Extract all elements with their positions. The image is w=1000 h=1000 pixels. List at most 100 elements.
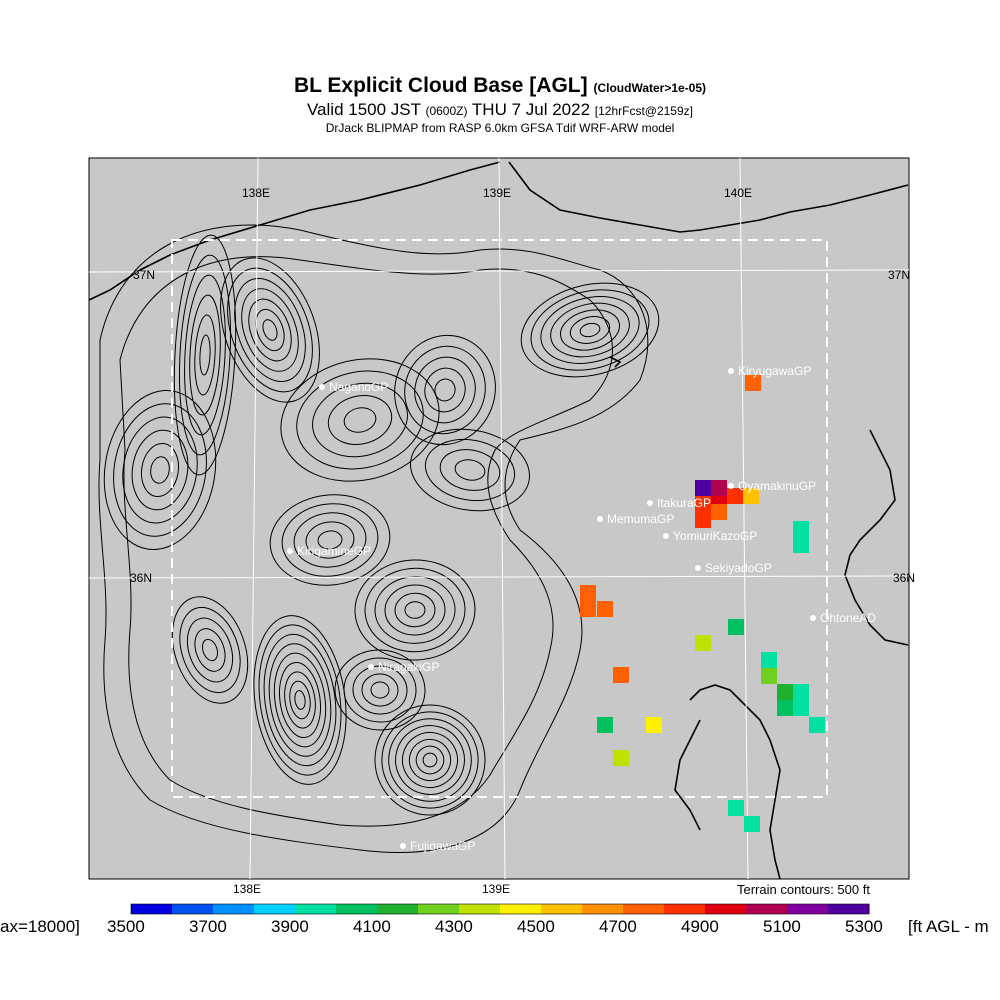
axis-labels: 138E 139E 140E 138E 139E 37N 36N 37N 36N bbox=[130, 186, 915, 896]
contour-ring bbox=[273, 652, 327, 748]
grid-lon-139 bbox=[498, 157, 506, 880]
contour-ring bbox=[262, 319, 278, 341]
contour-ring bbox=[150, 456, 170, 484]
site-label: NiragakiGP bbox=[378, 660, 439, 674]
site-marker: OyamakinuGP bbox=[728, 479, 816, 493]
coast-nw bbox=[88, 161, 501, 301]
contour-ring bbox=[439, 449, 501, 491]
lon-bottom-139: 139E bbox=[482, 882, 510, 896]
colorbar-swatch bbox=[541, 904, 583, 914]
contour-ring bbox=[173, 234, 237, 476]
colorbar-right-label: [ft AGL - m bbox=[908, 917, 989, 936]
contour-ring bbox=[194, 314, 216, 396]
colorbar-swatch bbox=[828, 904, 870, 914]
contour-ring bbox=[248, 298, 292, 362]
cloud-base-cell bbox=[613, 667, 629, 683]
colorbar-swatch bbox=[582, 904, 624, 914]
site-label: KirigaminеGP bbox=[297, 544, 371, 558]
contour-ring bbox=[227, 267, 313, 393]
inner-domain-box bbox=[171, 239, 828, 798]
contour-ring bbox=[279, 661, 321, 739]
colorbar bbox=[130, 903, 870, 915]
site-marker: SekiyadoGP bbox=[695, 561, 772, 575]
site-marker: YomiuriKazoGP bbox=[663, 529, 757, 543]
contour-ring bbox=[408, 738, 452, 782]
lat-left-37: 37N bbox=[133, 268, 155, 282]
contour-ring bbox=[241, 288, 299, 372]
contour-ring bbox=[343, 657, 417, 723]
contour-ring bbox=[178, 254, 232, 456]
contour-ring bbox=[186, 617, 234, 683]
valid-line: Valid 1500 JST (0600Z) THU 7 Jul 2022 [1… bbox=[0, 100, 1000, 121]
cloud-base-cell bbox=[727, 488, 743, 504]
site-label: OyamakinuGP bbox=[738, 479, 816, 493]
colorbar-left-label: ax=18000] bbox=[0, 917, 80, 936]
cloud-base-cell bbox=[777, 684, 793, 700]
site-label: ItakuraGP bbox=[657, 496, 711, 510]
valid-date: THU 7 Jul 2022 bbox=[471, 100, 591, 119]
coast-east bbox=[844, 429, 909, 646]
contour-ring bbox=[569, 316, 611, 344]
cloud-base-cell bbox=[743, 488, 759, 504]
contour-ring bbox=[131, 429, 189, 511]
contour-ring bbox=[284, 671, 316, 729]
contour-ring bbox=[281, 503, 379, 577]
map-title: BL Explicit Cloud Base [AGL] (CloudWater… bbox=[0, 74, 1000, 100]
contour-ring bbox=[268, 643, 332, 757]
grid-lat-37 bbox=[88, 269, 910, 273]
colorbar-swatch bbox=[377, 904, 419, 914]
site-marker: FujigawaGP bbox=[400, 839, 475, 853]
cloud-base-cell bbox=[613, 750, 629, 766]
contour-ring bbox=[258, 624, 342, 776]
contour-ring bbox=[201, 638, 219, 662]
contour-ring bbox=[269, 494, 391, 586]
colorbar-swatch bbox=[295, 904, 337, 914]
colorbar-tick-label: 4500 bbox=[517, 917, 555, 936]
colorbar-swatch bbox=[664, 904, 706, 914]
site-label: MemumaGP bbox=[607, 512, 674, 526]
site-dot bbox=[319, 384, 325, 390]
cloud-base-cell bbox=[793, 521, 809, 537]
contour-ring bbox=[388, 718, 472, 802]
coast-bay-inner bbox=[674, 719, 701, 831]
contour-ring bbox=[422, 752, 438, 768]
contour-ring bbox=[540, 296, 640, 364]
cloud-base-cell bbox=[597, 717, 613, 733]
colorbar-swatch bbox=[254, 904, 296, 914]
cloud-base-cell bbox=[809, 717, 825, 733]
cloud-base-cell bbox=[728, 800, 744, 816]
cloud-base-cell bbox=[777, 700, 793, 716]
site-label: NaganoGP bbox=[329, 380, 388, 394]
colorbar-swatch bbox=[500, 904, 542, 914]
contour-ring bbox=[395, 725, 465, 795]
site-marker: KiryugawaGP bbox=[728, 364, 811, 378]
contour-ring bbox=[560, 309, 620, 351]
contour-ring bbox=[402, 732, 458, 788]
contour-ring bbox=[294, 690, 306, 710]
title-main: BL Explicit Cloud Base [AGL] bbox=[293, 74, 588, 97]
cloud-base-cell bbox=[695, 480, 711, 496]
cloud-base-cells bbox=[580, 375, 825, 832]
contour-outline bbox=[98, 224, 649, 853]
colorbar-tick-label: 5300 bbox=[845, 917, 883, 936]
contour-ring bbox=[327, 395, 393, 445]
colorbar-swatch bbox=[623, 904, 665, 914]
contour-ring bbox=[424, 438, 516, 502]
contour-ring bbox=[312, 382, 408, 458]
site-dot bbox=[287, 548, 293, 554]
contour-ring bbox=[370, 681, 390, 699]
lat-left-36: 36N bbox=[130, 571, 152, 585]
colorbar-tick-label: 4300 bbox=[435, 917, 473, 936]
coast-bay bbox=[689, 684, 781, 880]
site-label: FujigawaGP bbox=[410, 839, 475, 853]
lat-right-37: 37N bbox=[888, 268, 910, 282]
contour-ring bbox=[234, 277, 306, 383]
title-block: BL Explicit Cloud Base [AGL] (CloudWater… bbox=[0, 74, 1000, 135]
lon-bottom-138: 138E bbox=[233, 882, 261, 896]
lon-top-138: 138E bbox=[242, 186, 270, 200]
colorbar-tick-label: 3900 bbox=[271, 917, 309, 936]
cloud-base-cell bbox=[695, 496, 711, 512]
site-dot bbox=[728, 368, 734, 374]
site-label: KiryugawaGP bbox=[738, 364, 811, 378]
contour-ring bbox=[220, 257, 320, 403]
